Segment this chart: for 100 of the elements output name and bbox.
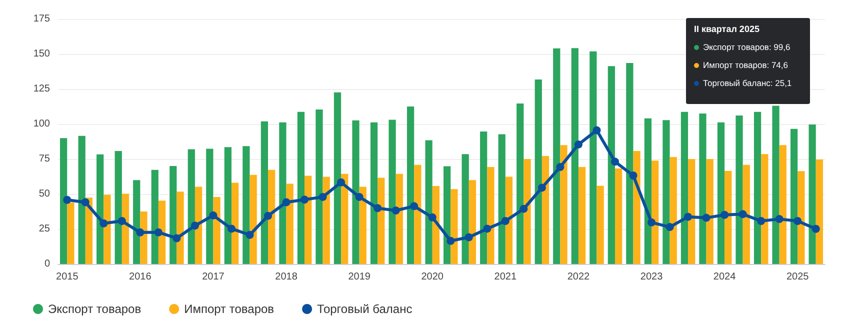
y-tick-label: 0 — [44, 258, 50, 270]
bar — [450, 189, 458, 264]
point — [520, 204, 528, 213]
bar — [231, 182, 239, 264]
point — [483, 224, 492, 233]
bar — [487, 166, 494, 264]
point — [172, 234, 181, 242]
point — [100, 219, 108, 228]
bar — [742, 164, 750, 264]
bar — [158, 200, 166, 264]
y-tick-label: 75 — [38, 154, 50, 164]
bar — [352, 120, 360, 264]
annotation: Экспорт товаров: 99,6 — [703, 42, 790, 52]
bar — [724, 170, 732, 264]
point — [355, 192, 364, 201]
bar — [662, 120, 670, 264]
bar — [670, 157, 677, 264]
bar — [286, 184, 294, 264]
bar — [414, 164, 422, 264]
point — [318, 192, 327, 201]
bar — [322, 176, 330, 264]
bar — [534, 79, 542, 264]
bar — [96, 154, 104, 264]
annotation: Торговый баланс: 25,1 — [703, 78, 792, 88]
point — [720, 210, 729, 219]
bar — [297, 112, 305, 264]
x-tick-label: 2017 — [202, 272, 225, 282]
bar — [224, 147, 232, 264]
bar — [699, 114, 706, 264]
point — [592, 126, 601, 134]
bar — [717, 122, 725, 264]
bar — [462, 154, 469, 264]
bar — [78, 136, 86, 264]
point — [227, 224, 236, 233]
bar — [590, 51, 597, 264]
point — [648, 218, 656, 226]
bar — [213, 196, 220, 264]
x-tick-label: 2015 — [56, 272, 79, 282]
bar — [596, 186, 604, 264]
bar — [505, 176, 513, 264]
point — [446, 236, 455, 245]
point — [629, 172, 638, 180]
point — [209, 211, 218, 220]
bar — [114, 151, 122, 264]
point — [464, 233, 473, 242]
point — [63, 196, 72, 204]
bar — [779, 145, 786, 264]
point — [118, 217, 126, 226]
bar — [406, 106, 414, 264]
point — [154, 228, 162, 236]
bar — [194, 186, 202, 264]
bar — [370, 122, 378, 264]
bar — [176, 192, 184, 264]
y-tick-label: 150 — [33, 48, 50, 60]
bar — [790, 128, 798, 264]
point — [775, 215, 784, 224]
x-tick-label: 2016 — [129, 272, 152, 282]
bar — [316, 109, 323, 264]
bar — [614, 168, 622, 264]
point — [282, 198, 290, 206]
point — [538, 184, 546, 192]
point — [610, 158, 619, 166]
x-tick-label: 2022 — [567, 272, 590, 282]
x-tick-label: 2023 — [640, 272, 664, 282]
bar — [260, 121, 268, 264]
bar — [444, 166, 451, 264]
legend-label: Экспорт товаров — [48, 302, 142, 316]
bar — [761, 154, 768, 264]
bar — [188, 149, 195, 264]
bar — [140, 212, 148, 264]
bar — [772, 106, 780, 264]
bar — [432, 186, 440, 264]
bar — [468, 180, 476, 264]
x-tick-label: 2025 — [786, 272, 810, 282]
bar — [206, 148, 214, 264]
point — [136, 228, 144, 236]
point — [501, 217, 510, 226]
bar — [304, 176, 312, 264]
bar — [480, 132, 488, 264]
bar — [754, 112, 762, 264]
bar — [626, 62, 634, 264]
y-tick-label: 175 — [33, 14, 50, 24]
bar — [151, 170, 158, 264]
point — [246, 230, 254, 239]
bar — [688, 159, 696, 264]
x-tick-label: 2021 — [494, 272, 517, 282]
x-tick-label: 2019 — [348, 272, 371, 282]
point — [812, 224, 820, 233]
bar — [706, 159, 714, 264]
annotation: II квартал 2025 — [694, 24, 760, 34]
x-tick-label: 2020 — [421, 272, 444, 282]
bar — [279, 122, 286, 264]
y-tick-label: 100 — [33, 118, 50, 130]
point — [794, 217, 802, 226]
bar — [60, 138, 68, 264]
bar — [560, 145, 568, 264]
legend-label: Торговый баланс — [317, 302, 412, 316]
point — [428, 213, 436, 222]
y-tick-label: 125 — [33, 84, 50, 94]
bar — [388, 120, 396, 264]
